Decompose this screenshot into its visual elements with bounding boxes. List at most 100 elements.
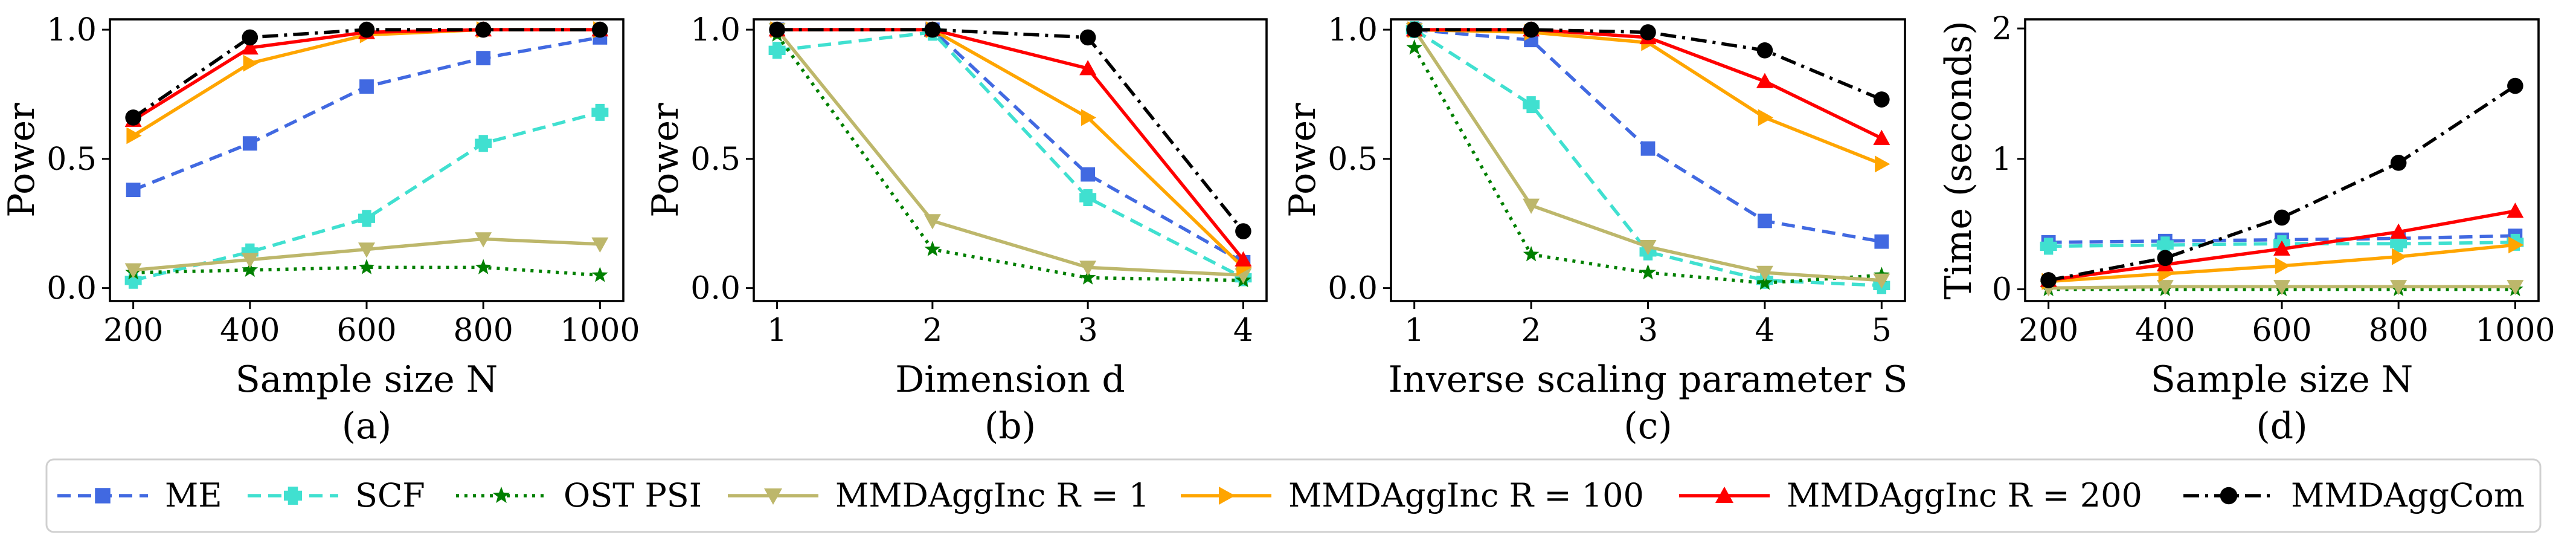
panel-label: (b) [984,405,1036,447]
y-tick-label: 0.0 [47,271,97,307]
data-point [475,259,492,274]
legend-entry: SCF [248,476,425,514]
data-point [242,261,259,277]
x-tick-label: 1000 [560,313,640,349]
legend-label: MMDAggCom [2291,476,2525,514]
legend-label: ME [165,476,222,514]
series-line [777,28,1245,269]
y-tick-label: 1.0 [690,12,740,48]
data-point [124,263,142,279]
data-point [359,79,374,94]
series-1 [769,22,1251,270]
chart-panel-3: 1 2 3 4 5 0.0 0.5 1.0 Inverse scaling parameter … [1282,12,1907,447]
x-tick-label: 400 [220,313,280,349]
data-point [1079,269,1096,285]
legend-entry: MMDAggCom [2183,476,2525,514]
x-tick-label: 2 [1521,313,1541,349]
data-point [1756,42,1773,59]
x-tick-label: 2 [922,313,942,349]
data-point [2390,235,2407,253]
plot-frame [2024,18,2540,302]
data-point [475,232,492,248]
data-point [476,51,491,66]
data-point [1758,213,1772,228]
legend-marker [284,487,302,505]
legend-marker [1715,487,1733,503]
data-point [358,21,375,38]
data-point [591,237,609,253]
data-point [768,42,786,59]
data-point [2507,203,2524,218]
data-point [125,109,141,126]
series-3 [125,259,608,282]
series-line [777,28,1245,261]
y-tick-label: 1.0 [1328,12,1378,48]
y-tick-label: 0.5 [47,141,97,178]
legend-marker [95,488,111,504]
legend: ME SCF OST PSI MMDAggInc R = 1 MMDAggInc R =… [45,458,2542,533]
series-line [132,28,600,122]
data-point [2391,248,2407,265]
data-point [1756,73,1773,88]
data-point [1523,96,1540,114]
series-2 [768,24,1252,287]
data-point [241,39,259,55]
series-1 [1407,22,1889,249]
data-point [923,214,941,230]
data-point [1640,264,1656,280]
y-tick-label: 0.0 [690,271,740,307]
data-point [1874,91,1890,108]
legend-entry: MMDAggInc R = 100 [1181,476,1644,514]
data-point [2157,250,2174,267]
data-point [1523,21,1540,38]
legend-marker [764,488,782,505]
series-line [777,28,1245,233]
series-3 [769,26,1251,288]
data-point [1079,189,1097,206]
legend-label: MMDAggInc R = 100 [1288,476,1644,514]
y-tick-label: 1.0 [47,12,97,48]
legend-marker [492,487,510,504]
data-point [242,29,259,46]
data-point [924,21,941,38]
data-point [1873,129,1890,145]
data-point [2390,280,2407,296]
chart-panel-1: 200 400 600 800 1000 0.0 0.5 1.0 Sample size N Po… [1,12,640,447]
data-point [1640,24,1656,41]
plot-frame [753,18,1268,302]
panel-label: (d) [2256,405,2307,447]
data-point [1873,273,1890,289]
x-tick-label: 1 [767,313,787,349]
data-point [2390,223,2407,239]
panels: 200 400 600 800 1000 0.0 0.5 1.0 Sample size N Po… [1,11,2555,447]
x-tick-label: 4 [1233,313,1253,349]
chart-panel-4: 200 400 600 800 1000 0 1 2 Sample size N Time (se… [1938,11,2555,447]
y-tick-label: 1 [1992,141,2012,178]
y-tick-label: 0.5 [690,141,740,178]
series-7 [1406,21,1890,108]
data-point [592,21,608,38]
data-point [2507,77,2523,94]
data-point [1758,109,1773,126]
data-point [1235,223,1251,239]
data-point [592,267,608,282]
x-tick-label: 600 [2252,313,2311,349]
x-tick-label: 4 [1755,313,1775,349]
series-line [777,30,1244,279]
legend-entry: OST PSI [456,476,702,514]
data-point [2275,257,2290,274]
series-4 [2040,280,2524,297]
legend-label: MMDAggInc R = 1 [835,476,1149,514]
y-axis-label: Power [644,103,687,218]
data-point [1081,167,1096,182]
data-point [1079,60,1097,76]
series-line [132,111,601,282]
series-line [1414,28,1883,102]
y-axis-label: Power [1282,103,1324,218]
data-point [1081,109,1097,126]
x-axis-label: Sample size N [2151,358,2414,401]
series-4 [124,232,609,279]
chart-panel-2: 1 2 3 4 0.0 0.5 1.0 Dimension d Power (b) [644,12,1268,447]
y-tick-label: 0.5 [1328,141,1378,178]
y-tick-label: 0.0 [1328,271,1378,307]
